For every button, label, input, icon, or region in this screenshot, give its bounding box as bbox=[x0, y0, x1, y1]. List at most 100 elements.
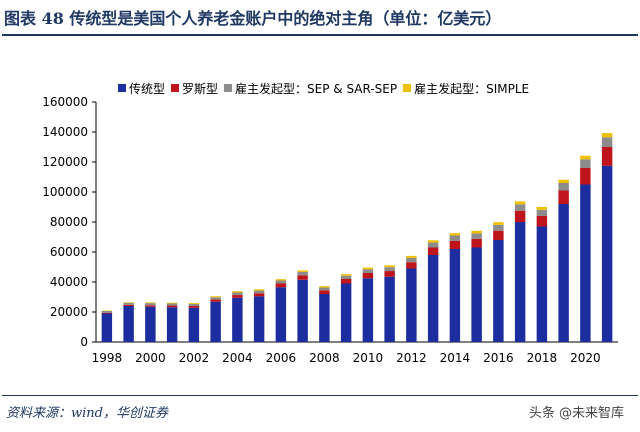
bar-segment-2004-s2 bbox=[232, 292, 243, 296]
x-tick-label: 2002 bbox=[179, 351, 210, 365]
bar-segment-2015-s3 bbox=[471, 230, 482, 234]
bar-segment-2010-s0 bbox=[362, 278, 374, 342]
bar-segment-2019-s3 bbox=[558, 179, 569, 183]
legend-item-traditional: 传统型 bbox=[118, 80, 165, 97]
bar-segment-2005-s3 bbox=[253, 289, 265, 291]
x-tick-label: 2004 bbox=[222, 351, 253, 365]
title-rule bbox=[2, 34, 638, 36]
bar-segment-2001-s2 bbox=[166, 303, 178, 306]
bar-segment-2020-s0 bbox=[580, 184, 591, 342]
bar-segment-2020-s2 bbox=[580, 159, 591, 168]
bar-segment-2003-s1 bbox=[210, 299, 221, 302]
x-tick-label: 1998 bbox=[92, 351, 123, 365]
x-tick-label: 2008 bbox=[309, 351, 340, 365]
y-tick-label: 140000 bbox=[42, 125, 88, 139]
bar-segment-2013-s3 bbox=[427, 240, 439, 243]
y-tick-label: 0 bbox=[80, 335, 88, 349]
bar-segment-2004-s3 bbox=[232, 291, 243, 293]
bar-segment-2018-s2 bbox=[536, 209, 548, 216]
bar-segment-2021-s2 bbox=[601, 137, 613, 147]
bar-segment-2005-s0 bbox=[253, 296, 265, 342]
source-note: 资料来源：wind，华创证券 bbox=[6, 406, 168, 421]
y-tick-label: 20000 bbox=[50, 305, 88, 319]
bar-segment-2010-s2 bbox=[362, 269, 374, 273]
bar-segment-2020-s3 bbox=[580, 155, 591, 160]
chart-legend: 传统型 罗斯型 雇主发起型：SEP & SAR-SEP 雇主发起型：SIMPLE bbox=[118, 78, 529, 98]
legend-item-simple: 雇主发起型：SIMPLE bbox=[403, 80, 529, 97]
x-tick-label: 2000 bbox=[135, 351, 166, 365]
bar-segment-1998-s1 bbox=[101, 312, 113, 314]
bar-segment-2013-s1 bbox=[427, 247, 439, 255]
bar-segment-2008-s0 bbox=[319, 294, 330, 342]
bar-segment-2012-s2 bbox=[406, 257, 417, 263]
bar-segment-2016-s0 bbox=[493, 240, 504, 342]
x-tick-label: 2006 bbox=[266, 351, 297, 365]
bar-segment-2020-s1 bbox=[580, 168, 591, 185]
legend-swatch-roth bbox=[171, 84, 180, 92]
bar-segment-2021-s3 bbox=[601, 133, 613, 138]
bar-segment-2009-s1 bbox=[340, 279, 352, 284]
bar-segment-2006-s2 bbox=[275, 280, 287, 284]
stacked-bar-chart: 0 20000 40000 60000 80000 100000 120000 140000 1… bbox=[42, 95, 618, 365]
bar-segment-2012-s1 bbox=[406, 262, 417, 269]
bar-segment-2000-s2 bbox=[145, 303, 156, 306]
bar-segment-2011-s2 bbox=[384, 267, 395, 272]
bar-segment-2014-s0 bbox=[449, 249, 461, 342]
legend-swatch-sep bbox=[224, 84, 233, 92]
bar-segment-2004-s1 bbox=[232, 295, 243, 298]
x-tick-label: 2016 bbox=[483, 351, 514, 365]
legend-label-sep: 雇主发起型：SEP & SAR-SEP bbox=[235, 81, 398, 96]
legend-label-traditional: 传统型 bbox=[129, 81, 166, 96]
bar-segment-2008-s2 bbox=[319, 287, 330, 291]
bar-segment-2017-s2 bbox=[514, 204, 526, 211]
y-tick-label: 100000 bbox=[42, 185, 88, 199]
bar-segment-2008-s3 bbox=[319, 286, 330, 288]
bar-segment-2019-s0 bbox=[558, 204, 569, 342]
bar-segment-2000-s0 bbox=[145, 306, 156, 342]
bar-segment-2016-s2 bbox=[493, 224, 504, 231]
chart-area: 0 20000 40000 60000 80000 100000 120000 140000 1… bbox=[0, 72, 640, 372]
legend-label-roth: 罗斯型 bbox=[182, 81, 219, 96]
bar-segment-2011-s3 bbox=[384, 265, 395, 268]
bar-segment-1998-s2 bbox=[101, 310, 113, 313]
figure-title: 图表 48 传统型是美国个人养老金账户中的绝对主角（单位：亿美元） bbox=[4, 9, 502, 28]
bar-segment-2009-s2 bbox=[340, 275, 352, 279]
legend-swatch-traditional bbox=[118, 84, 126, 92]
bar-segment-2009-s0 bbox=[340, 283, 352, 342]
bar-segment-2016-s1 bbox=[493, 230, 504, 240]
bar-segment-2007-s2 bbox=[297, 271, 308, 276]
legend-item-sep: 雇主发起型：SEP & SAR-SEP bbox=[224, 80, 397, 97]
bar-segment-1999-s2 bbox=[123, 302, 134, 305]
bar-segment-2019-s1 bbox=[558, 190, 569, 204]
bar-segment-2004-s0 bbox=[232, 297, 243, 342]
y-tick-label: 120000 bbox=[42, 155, 88, 169]
bar-segment-2003-s2 bbox=[210, 297, 221, 300]
bar-segment-2011-s0 bbox=[384, 276, 395, 342]
bar-segment-2012-s3 bbox=[406, 255, 417, 258]
bar-segment-2002-s0 bbox=[188, 307, 200, 342]
x-tick-label: 2012 bbox=[396, 351, 427, 365]
bar-segment-2019-s2 bbox=[558, 183, 569, 191]
x-tick-label: 2014 bbox=[440, 351, 471, 365]
bar-segment-2010-s3 bbox=[362, 267, 374, 270]
bar-segment-1998-s0 bbox=[101, 313, 113, 342]
bar-segment-2017-s1 bbox=[514, 210, 526, 222]
y-tick-label: 40000 bbox=[50, 275, 88, 289]
x-tick-label: 2020 bbox=[570, 351, 601, 365]
bar-segment-2008-s1 bbox=[319, 290, 330, 294]
bar-segment-2014-s2 bbox=[449, 235, 461, 241]
x-tick-label: 2010 bbox=[353, 351, 384, 365]
bar-segment-2013-s2 bbox=[427, 242, 439, 248]
bar-segment-2017-s0 bbox=[514, 222, 526, 342]
bar-segment-1999-s3 bbox=[123, 302, 134, 303]
y-tick-label: 160000 bbox=[42, 95, 88, 109]
bar-segment-2003-s3 bbox=[210, 296, 221, 298]
bar-segment-2006-s0 bbox=[275, 287, 287, 342]
bar-segment-2018-s0 bbox=[536, 226, 548, 342]
bar-segment-2014-s1 bbox=[449, 240, 461, 249]
bar-segment-2013-s0 bbox=[427, 255, 439, 342]
bar-segment-2009-s3 bbox=[340, 274, 352, 276]
x-tick-label: 2018 bbox=[527, 351, 558, 365]
bar-segment-2002-s1 bbox=[188, 306, 200, 308]
bar-segment-2015-s2 bbox=[471, 233, 482, 239]
